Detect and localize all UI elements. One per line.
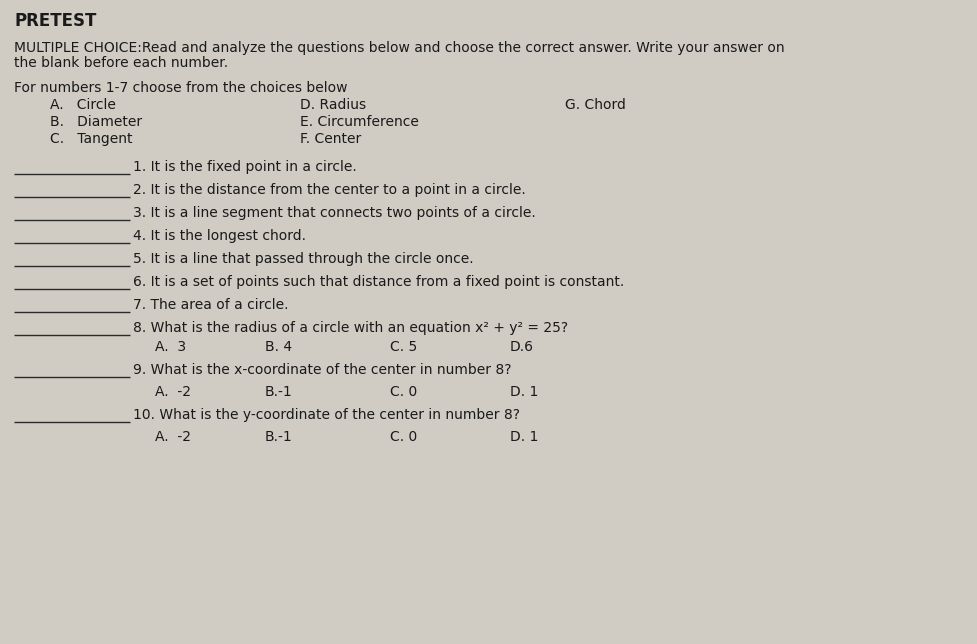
Text: C. 0: C. 0 [390,385,417,399]
Text: A.  -2: A. -2 [154,385,191,399]
Text: D.6: D.6 [509,340,533,354]
Text: D. 1: D. 1 [509,430,537,444]
Text: D. Radius: D. Radius [300,98,365,112]
Text: 8. What is the radius of a circle with an equation x² + y² = 25?: 8. What is the radius of a circle with a… [133,321,568,335]
Text: 2. It is the distance from the center to a point in a circle.: 2. It is the distance from the center to… [133,183,526,197]
Text: C. 0: C. 0 [390,430,417,444]
Text: C.   Tangent: C. Tangent [50,132,132,146]
Text: 5. It is a line that passed through the circle once.: 5. It is a line that passed through the … [133,252,473,266]
Text: E. Circumference: E. Circumference [300,115,418,129]
Text: 10. What is the y-coordinate of the center in number 8?: 10. What is the y-coordinate of the cent… [133,408,520,422]
Text: B.   Diameter: B. Diameter [50,115,142,129]
Text: B.-1: B.-1 [265,385,292,399]
Text: G. Chord: G. Chord [565,98,625,112]
Text: B. 4: B. 4 [265,340,292,354]
Text: For numbers 1-7 choose from the choices below: For numbers 1-7 choose from the choices … [14,81,347,95]
Text: 4. It is the longest chord.: 4. It is the longest chord. [133,229,306,243]
Text: MULTIPLE CHOICE:Read and analyze the questions below and choose the correct answ: MULTIPLE CHOICE:Read and analyze the que… [14,41,784,55]
Text: PRETEST: PRETEST [14,12,97,30]
Text: 6. It is a set of points such that distance from a fixed point is constant.: 6. It is a set of points such that dista… [133,275,623,289]
Text: the blank before each number.: the blank before each number. [14,56,228,70]
Text: A.  3: A. 3 [154,340,186,354]
Text: D. 1: D. 1 [509,385,537,399]
Text: F. Center: F. Center [300,132,361,146]
Text: A.   Circle: A. Circle [50,98,115,112]
Text: A.  -2: A. -2 [154,430,191,444]
Text: 9. What is the x-coordinate of the center in number 8?: 9. What is the x-coordinate of the cente… [133,363,511,377]
Text: 3. It is a line segment that connects two points of a circle.: 3. It is a line segment that connects tw… [133,206,535,220]
Text: 1. It is the fixed point in a circle.: 1. It is the fixed point in a circle. [133,160,357,174]
Text: C. 5: C. 5 [390,340,417,354]
Text: 7. The area of a circle.: 7. The area of a circle. [133,298,288,312]
Text: B.-1: B.-1 [265,430,292,444]
